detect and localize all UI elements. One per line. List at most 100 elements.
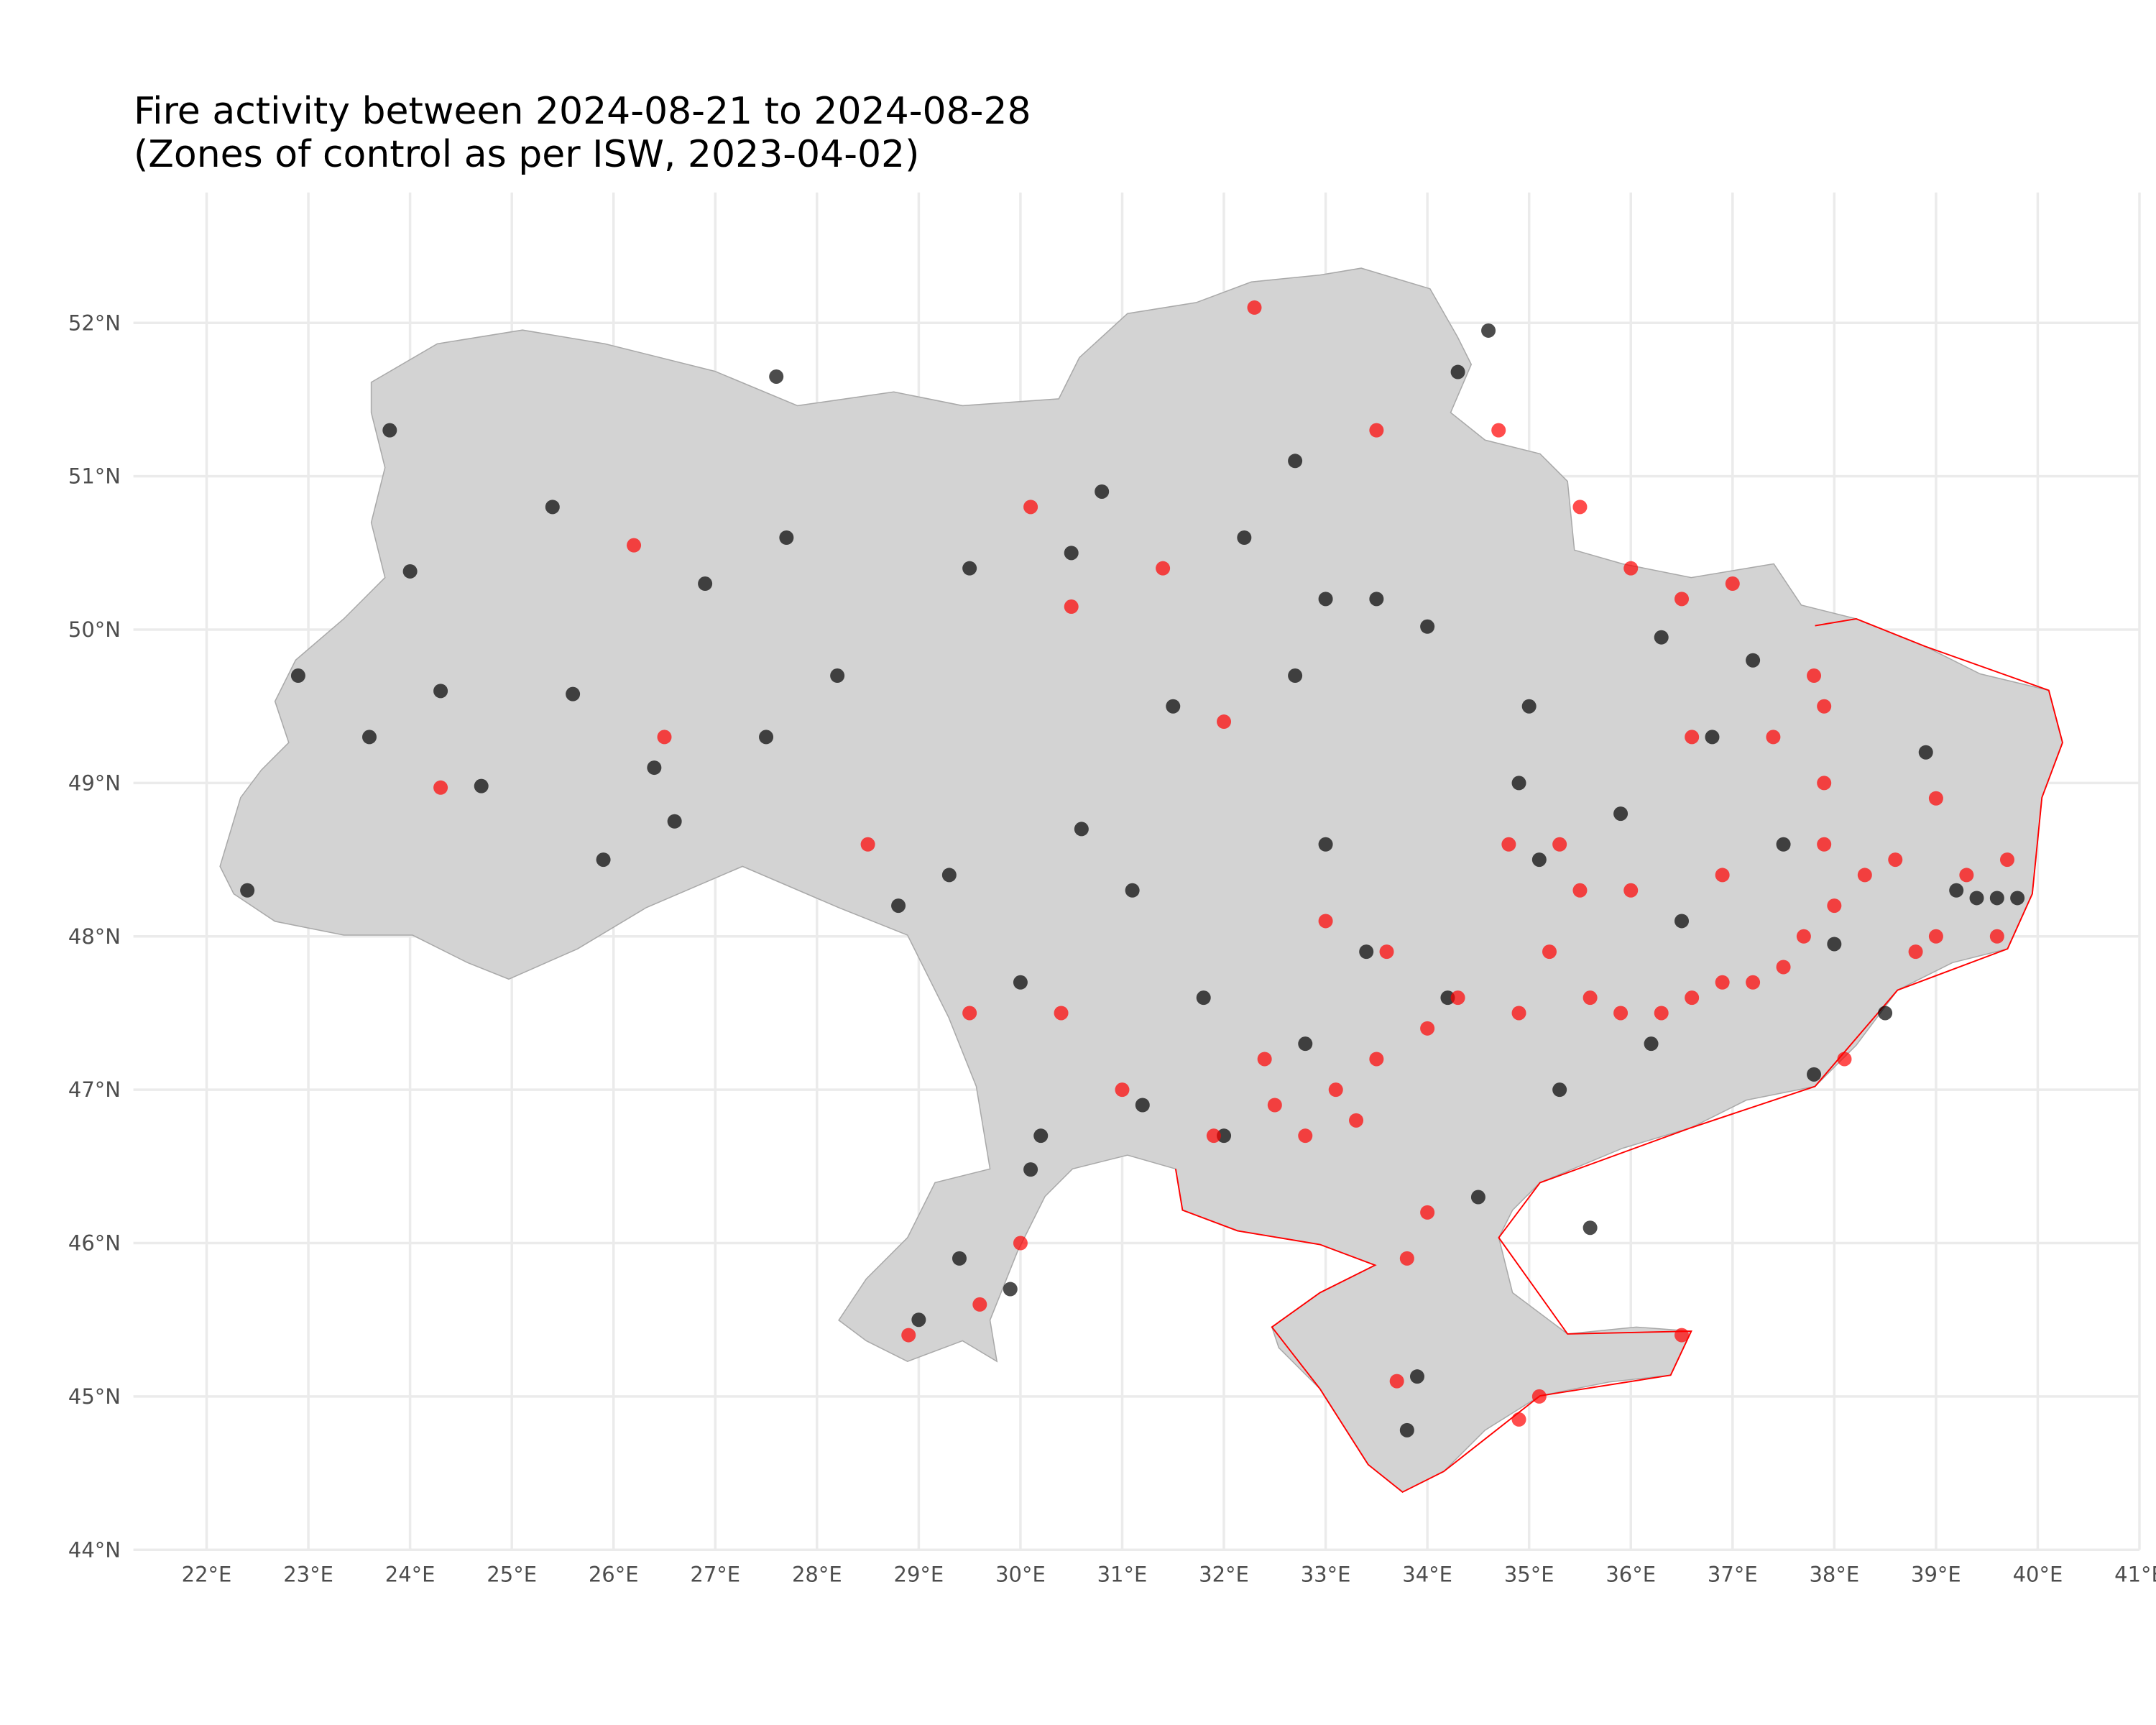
fire-point bbox=[1328, 1082, 1343, 1098]
occupied-zone-border bbox=[1174, 617, 2063, 1494]
fire-point bbox=[1817, 776, 1832, 791]
fire-point bbox=[1969, 891, 1984, 906]
x-tick-label: 35°E bbox=[1504, 1562, 1554, 1586]
fire-point bbox=[1237, 530, 1252, 546]
fire-point bbox=[1685, 990, 1700, 1006]
fire-point bbox=[1420, 619, 1435, 634]
fire-point bbox=[1715, 868, 1730, 883]
y-tick-label: 49°N bbox=[68, 770, 121, 795]
fire-point bbox=[1531, 852, 1547, 868]
fire-point bbox=[545, 500, 560, 515]
fire-point bbox=[1521, 699, 1537, 714]
y-tick-label: 52°N bbox=[68, 310, 121, 335]
fire-point bbox=[1013, 975, 1028, 990]
fire-point bbox=[1878, 1006, 1893, 1021]
fire-point bbox=[566, 686, 581, 702]
fire-point bbox=[1654, 630, 1669, 645]
fire-point bbox=[1247, 300, 1262, 315]
x-tick-label: 34°E bbox=[1402, 1562, 1452, 1586]
fire-point bbox=[647, 760, 662, 776]
fire-point bbox=[1125, 883, 1140, 898]
fire-point bbox=[972, 1297, 987, 1312]
country-outline bbox=[219, 267, 2063, 1494]
fire-point bbox=[1369, 423, 1384, 438]
x-tick-label: 25°E bbox=[487, 1562, 537, 1586]
fire-point bbox=[1807, 668, 1822, 684]
fire-point bbox=[1013, 1236, 1028, 1251]
fire-point bbox=[1217, 714, 1232, 730]
fire-point bbox=[1491, 423, 1506, 438]
fire-point bbox=[667, 814, 682, 829]
fire-point bbox=[1989, 929, 2004, 944]
fire-point bbox=[1623, 561, 1639, 576]
fire-point bbox=[911, 1312, 926, 1328]
fire-point bbox=[769, 369, 784, 384]
fire-point bbox=[1379, 944, 1394, 960]
fire-point bbox=[1817, 699, 1832, 714]
fire-point bbox=[1288, 454, 1303, 469]
fire-point bbox=[1349, 1113, 1364, 1128]
fire-point bbox=[1807, 1067, 1822, 1082]
fire-point bbox=[1267, 1098, 1282, 1113]
fire-point bbox=[1359, 944, 1374, 960]
fire-point bbox=[1654, 1006, 1669, 1021]
fire-point bbox=[1196, 990, 1211, 1006]
fire-point bbox=[433, 684, 448, 699]
fire-point bbox=[1623, 883, 1639, 898]
fire-point bbox=[1054, 1006, 1069, 1021]
fire-point bbox=[1766, 730, 1781, 745]
fire-point bbox=[1318, 592, 1333, 607]
y-tick-label: 51°N bbox=[68, 464, 121, 489]
fire-point bbox=[1705, 730, 1720, 745]
fire-point bbox=[1613, 806, 1628, 822]
fire-point bbox=[1918, 745, 1933, 760]
fire-point bbox=[1776, 837, 1791, 852]
y-tick-label: 45°N bbox=[68, 1384, 121, 1409]
fire-point bbox=[433, 780, 448, 795]
fire-point bbox=[952, 1251, 967, 1266]
fire-point bbox=[1298, 1036, 1313, 1052]
fire-point bbox=[698, 576, 713, 592]
y-tick-label: 48°N bbox=[68, 924, 121, 949]
fire-point bbox=[1746, 653, 1761, 668]
fire-point bbox=[1501, 837, 1516, 852]
fire-point bbox=[1552, 837, 1567, 852]
fire-point bbox=[596, 852, 611, 868]
fire-point bbox=[1095, 484, 1110, 499]
fire-points bbox=[240, 300, 2025, 1438]
fire-point bbox=[1715, 975, 1730, 990]
fire-point bbox=[1552, 1082, 1567, 1098]
x-tick-label: 28°E bbox=[792, 1562, 842, 1586]
x-tick-label: 27°E bbox=[690, 1562, 740, 1586]
fire-point bbox=[1511, 776, 1526, 791]
fire-point bbox=[759, 730, 774, 745]
fire-point bbox=[1674, 1328, 1690, 1343]
fire-point bbox=[362, 730, 377, 745]
fire-point bbox=[1023, 1162, 1038, 1177]
chart-subtitle: (Zones of control as per ISW, 2023-04-02… bbox=[134, 133, 919, 176]
fire-point bbox=[1572, 500, 1588, 515]
x-tick-label: 37°E bbox=[1708, 1562, 1758, 1586]
fire-point bbox=[1440, 990, 1455, 1006]
fire-point bbox=[1827, 937, 1842, 952]
x-tick-label: 38°E bbox=[1809, 1562, 1859, 1586]
fire-point bbox=[1023, 500, 1038, 515]
fire-point bbox=[1470, 1190, 1485, 1205]
fire-point bbox=[901, 1328, 916, 1343]
fire-point bbox=[1531, 1389, 1547, 1404]
fire-point bbox=[1857, 868, 1872, 883]
fire-point bbox=[1542, 944, 1557, 960]
y-tick-label: 50°N bbox=[68, 617, 121, 642]
fire-point bbox=[1369, 1052, 1384, 1067]
fire-point bbox=[1837, 1052, 1852, 1067]
fire-point bbox=[962, 561, 977, 576]
fire-point bbox=[1674, 914, 1690, 929]
y-tick-label: 47°N bbox=[68, 1077, 121, 1102]
fire-point bbox=[1511, 1412, 1526, 1427]
fire-point bbox=[1888, 852, 1903, 868]
fire-point bbox=[1827, 898, 1842, 914]
fire-point bbox=[1369, 592, 1384, 607]
fire-point bbox=[1674, 592, 1690, 607]
